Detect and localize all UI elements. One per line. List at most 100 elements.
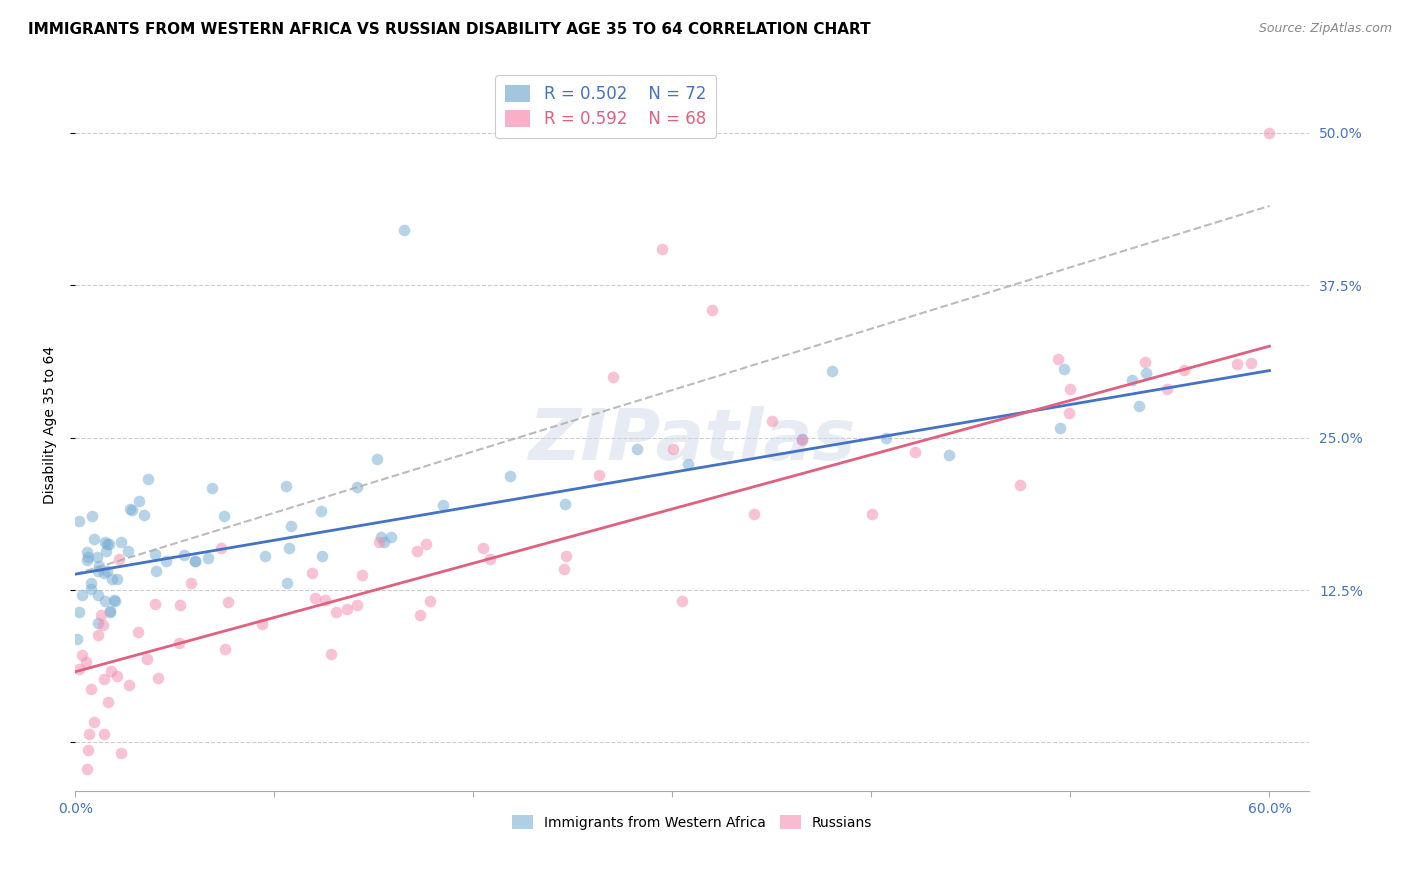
Point xyxy=(392,223,415,237)
Point xyxy=(107,573,129,587)
Point xyxy=(626,442,648,457)
Point xyxy=(77,743,100,757)
Point xyxy=(1057,406,1080,420)
Point xyxy=(875,431,897,445)
Point xyxy=(1133,355,1156,369)
Point xyxy=(1128,399,1150,413)
Point xyxy=(201,481,224,495)
Point xyxy=(406,543,429,558)
Point xyxy=(700,302,723,317)
Point xyxy=(1049,421,1071,435)
Point xyxy=(661,442,683,456)
Point xyxy=(1059,382,1081,396)
Point xyxy=(93,672,115,686)
Point xyxy=(96,537,118,551)
Point xyxy=(380,530,402,544)
Point xyxy=(143,547,166,561)
Point xyxy=(91,617,114,632)
Point xyxy=(319,647,342,661)
Point xyxy=(1135,366,1157,380)
Point xyxy=(276,479,298,493)
Point xyxy=(276,576,298,591)
Point xyxy=(87,564,110,578)
Point xyxy=(145,564,167,578)
Point xyxy=(373,535,395,549)
Point xyxy=(87,615,110,630)
Point xyxy=(98,605,121,619)
Point xyxy=(76,553,98,567)
Point xyxy=(742,508,765,522)
Point xyxy=(76,762,98,776)
Point xyxy=(86,549,108,564)
Point xyxy=(761,414,783,428)
Point xyxy=(66,632,89,646)
Point xyxy=(183,554,205,568)
Text: Source: ZipAtlas.com: Source: ZipAtlas.com xyxy=(1258,22,1392,36)
Point xyxy=(554,496,576,510)
Point xyxy=(432,498,454,512)
Point xyxy=(184,554,207,568)
Text: ZIPatlas: ZIPatlas xyxy=(529,406,856,475)
Point xyxy=(346,599,368,613)
Point xyxy=(134,508,156,522)
Point xyxy=(554,549,576,564)
Point xyxy=(110,535,132,549)
Point xyxy=(311,549,333,563)
Legend: Immigrants from Western Africa, Russians: Immigrants from Western Africa, Russians xyxy=(506,810,877,836)
Point xyxy=(862,507,884,521)
Point xyxy=(1047,352,1070,367)
Point xyxy=(72,588,94,602)
Point xyxy=(250,616,273,631)
Point xyxy=(120,501,142,516)
Point xyxy=(96,565,118,579)
Point xyxy=(104,594,127,608)
Point xyxy=(678,457,700,471)
Point xyxy=(325,605,347,619)
Point xyxy=(97,537,120,551)
Point xyxy=(128,494,150,508)
Point xyxy=(173,548,195,562)
Point xyxy=(94,535,117,549)
Point xyxy=(80,682,103,697)
Point xyxy=(214,508,236,523)
Point xyxy=(101,572,124,586)
Point xyxy=(103,593,125,607)
Point xyxy=(409,607,432,622)
Point xyxy=(169,598,191,612)
Point xyxy=(105,669,128,683)
Point xyxy=(217,594,239,608)
Point xyxy=(790,433,813,447)
Point xyxy=(820,363,842,377)
Point xyxy=(278,541,301,555)
Point xyxy=(314,592,336,607)
Point xyxy=(214,642,236,657)
Point xyxy=(127,624,149,639)
Point xyxy=(346,480,368,494)
Point xyxy=(83,532,105,546)
Point xyxy=(336,602,359,616)
Point xyxy=(98,604,121,618)
Y-axis label: Disability Age 35 to 64: Disability Age 35 to 64 xyxy=(44,346,58,505)
Point xyxy=(136,472,159,486)
Point xyxy=(602,369,624,384)
Point xyxy=(1258,126,1281,140)
Point xyxy=(67,514,90,528)
Point xyxy=(67,605,90,619)
Point xyxy=(75,655,97,669)
Point xyxy=(419,594,441,608)
Point xyxy=(792,432,814,446)
Point xyxy=(938,448,960,462)
Point xyxy=(87,588,110,602)
Point xyxy=(553,562,575,576)
Point xyxy=(135,651,157,665)
Text: IMMIGRANTS FROM WESTERN AFRICA VS RUSSIAN DISABILITY AGE 35 TO 64 CORRELATION CH: IMMIGRANTS FROM WESTERN AFRICA VS RUSSIA… xyxy=(28,22,870,37)
Point xyxy=(94,593,117,607)
Point xyxy=(1121,373,1143,387)
Point xyxy=(110,746,132,760)
Point xyxy=(197,551,219,566)
Point xyxy=(301,566,323,580)
Point xyxy=(93,727,115,741)
Point xyxy=(100,664,122,678)
Point xyxy=(180,576,202,591)
Point xyxy=(1053,362,1076,376)
